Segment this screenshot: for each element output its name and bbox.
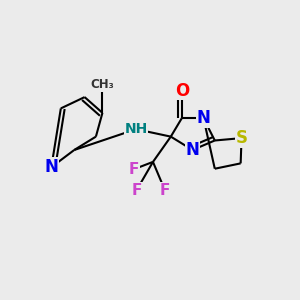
Text: N: N xyxy=(196,109,210,127)
Text: F: F xyxy=(160,183,170,198)
Text: O: O xyxy=(175,82,189,100)
Text: CH₃: CH₃ xyxy=(91,78,114,91)
Text: S: S xyxy=(236,129,247,147)
Text: N: N xyxy=(186,141,200,159)
Text: NH: NH xyxy=(124,122,148,136)
Text: F: F xyxy=(131,183,142,198)
Text: F: F xyxy=(128,162,139,177)
Text: N: N xyxy=(44,158,58,176)
